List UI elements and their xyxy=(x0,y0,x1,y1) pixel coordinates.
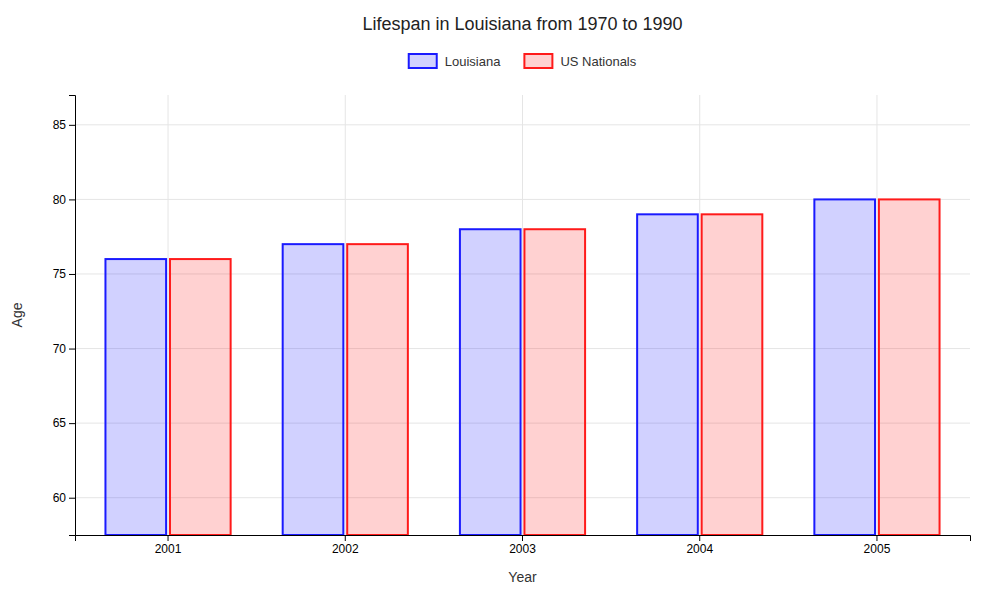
y-tick-label: 70 xyxy=(53,342,67,356)
legend-item: Louisiana xyxy=(409,54,501,69)
y-tick-label: 85 xyxy=(53,118,67,132)
legend-swatch xyxy=(409,54,437,68)
bar xyxy=(814,199,875,535)
y-tick: 85 xyxy=(53,118,75,132)
x-tick-mark xyxy=(168,535,169,541)
y-tick: 80 xyxy=(53,193,75,207)
x-tick-mark xyxy=(522,535,523,541)
legend-label: Louisiana xyxy=(445,54,501,69)
x-tick-mark xyxy=(345,535,346,541)
y-tick-mark xyxy=(69,498,75,499)
bar xyxy=(170,259,231,535)
x-tick: 2003 xyxy=(509,535,536,556)
y-tick-mark xyxy=(69,125,75,126)
bar xyxy=(702,214,763,535)
chart: 2001 2002 2003 2004 2005 60 65 70 75 80 85 Year Age L… xyxy=(0,0,1000,600)
y-axis: 60 65 70 75 80 85 xyxy=(53,96,76,536)
y-tick-mark xyxy=(69,349,75,350)
bar xyxy=(347,244,408,535)
x-tick-label: 2003 xyxy=(509,542,536,556)
y-axis-line xyxy=(69,96,76,536)
x-tick-mark xyxy=(876,535,877,541)
x-tick-label: 2001 xyxy=(155,542,182,556)
x-grid-line xyxy=(522,95,523,535)
y-tick: 70 xyxy=(53,342,75,356)
y-tick-label: 65 xyxy=(53,416,67,430)
legend-swatch xyxy=(524,54,552,68)
x-tick: 2004 xyxy=(686,535,713,556)
bar xyxy=(637,214,698,535)
x-grid-line xyxy=(168,95,169,535)
x-axis-line xyxy=(76,536,971,542)
bar xyxy=(879,199,940,535)
y-axis-title: Age xyxy=(9,302,25,327)
y-tick: 60 xyxy=(53,491,75,505)
y-tick: 75 xyxy=(53,267,75,281)
legend-item: US Nationals xyxy=(524,54,636,69)
x-tick: 2005 xyxy=(864,535,891,556)
y-tick-mark xyxy=(69,274,75,275)
bar xyxy=(105,259,166,535)
y-tick-label: 75 xyxy=(53,267,67,281)
y-tick-mark xyxy=(69,199,75,200)
x-grid-line xyxy=(876,95,877,535)
x-tick-label: 2004 xyxy=(686,542,713,556)
x-axis: 2001 2002 2003 2004 2005 xyxy=(76,535,971,556)
bar xyxy=(460,229,521,535)
x-axis-title: Year xyxy=(508,569,537,585)
title: Lifespan in Louisiana from 1970 to 1990 xyxy=(362,14,682,34)
bar xyxy=(524,229,585,535)
y-tick: 65 xyxy=(53,416,75,430)
x-tick-label: 2005 xyxy=(864,542,891,556)
y-tick-label: 60 xyxy=(53,491,67,505)
grid xyxy=(75,95,970,535)
bar xyxy=(283,244,344,535)
bars xyxy=(105,199,939,535)
y-tick-mark xyxy=(69,423,75,424)
x-tick: 2002 xyxy=(332,535,359,556)
x-tick-label: 2002 xyxy=(332,542,359,556)
x-tick: 2001 xyxy=(155,535,182,556)
x-grid-line xyxy=(699,95,700,535)
legend-label: US Nationals xyxy=(560,54,636,69)
y-tick-label: 80 xyxy=(53,193,67,207)
x-grid-line xyxy=(345,95,346,535)
plot: 2001 2002 2003 2004 2005 60 65 70 75 80 85 xyxy=(53,95,971,556)
bar-series xyxy=(170,199,940,535)
bar-series xyxy=(105,199,875,535)
legend: Louisiana US Nationals xyxy=(409,54,637,69)
x-tick-mark xyxy=(699,535,700,541)
